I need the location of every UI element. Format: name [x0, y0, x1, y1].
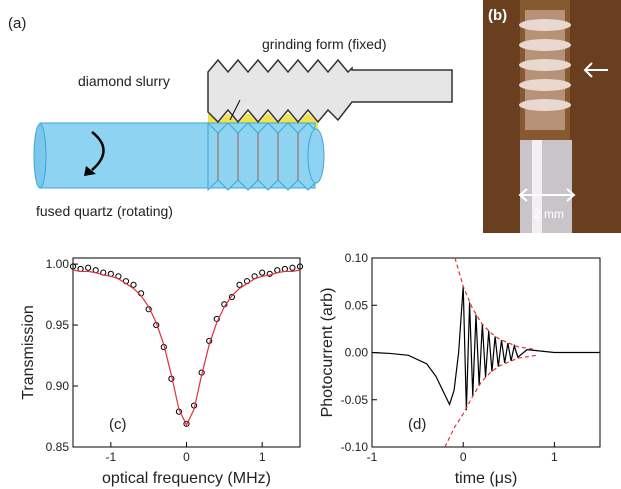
data-point	[236, 281, 243, 288]
y-axis-label: Photocurrent (arb)	[319, 288, 336, 418]
panel-b: (b) 2 mm	[483, 0, 621, 233]
envelope-line	[454, 257, 537, 351]
y-tick-label: 0.85	[46, 440, 70, 454]
x-tick-label: 1	[551, 450, 558, 464]
slurry-label: diamond slurry	[78, 73, 170, 89]
scale-label: 2 mm	[534, 207, 564, 221]
y-tick-label: 0.10	[345, 251, 369, 265]
panel-label: (b)	[488, 7, 507, 24]
data-point	[259, 269, 266, 276]
y-tick-label: 0.05	[345, 298, 369, 312]
y-tick-label: 1.00	[46, 257, 70, 271]
rod-highlight	[532, 140, 542, 233]
envelope-line	[444, 354, 537, 448]
panel-a: (a) grinding form (fixed) diamond slurry…	[8, 15, 453, 219]
data-line	[371, 286, 600, 411]
panel-label: (a)	[8, 15, 26, 32]
ridges	[519, 19, 571, 111]
x-tick-label: -1	[367, 450, 378, 464]
x-axis-label: time (μs)	[455, 470, 518, 487]
data-line	[72, 269, 301, 427]
data-point	[289, 264, 296, 271]
x-tick-label: -1	[105, 450, 116, 464]
ground-region	[207, 121, 319, 192]
data-point	[69, 263, 77, 270]
scale-bar	[518, 188, 576, 202]
x-tick-label: 0	[460, 450, 467, 464]
x-tick-label: 0	[183, 450, 190, 464]
data-point	[281, 265, 288, 273]
rotation-arrow	[91, 131, 105, 171]
quartz-label: fused quartz (rotating)	[36, 203, 173, 219]
y-axis-label: Transmission	[20, 305, 37, 400]
cylinder-end	[307, 128, 325, 184]
data-point	[130, 281, 137, 288]
grinding-form	[207, 58, 453, 124]
y-tick-label: 0.95	[46, 318, 70, 332]
data-point	[228, 293, 235, 301]
x-axis-label: optical frequency (MHz)	[102, 470, 271, 487]
data-point	[296, 263, 304, 270]
arrow	[583, 62, 608, 78]
grooves	[217, 133, 299, 180]
x-tick-label: 1	[259, 450, 266, 464]
rod-bottom	[520, 140, 572, 233]
plot-frame	[72, 257, 301, 448]
data-point	[85, 264, 92, 271]
y-tick-label: 0.00	[345, 346, 369, 360]
cylinder-end	[33, 123, 47, 189]
pointer	[229, 99, 241, 121]
grinding-form-label: grinding form (fixed)	[262, 36, 387, 52]
y-tick-label: -0.05	[341, 393, 369, 407]
panel-label: (d)	[408, 416, 426, 433]
panel-label: (c)	[109, 416, 127, 433]
y-tick-label: 0.90	[46, 379, 70, 393]
arrow-head	[84, 166, 96, 176]
y-tick-label: -0.10	[341, 440, 369, 454]
